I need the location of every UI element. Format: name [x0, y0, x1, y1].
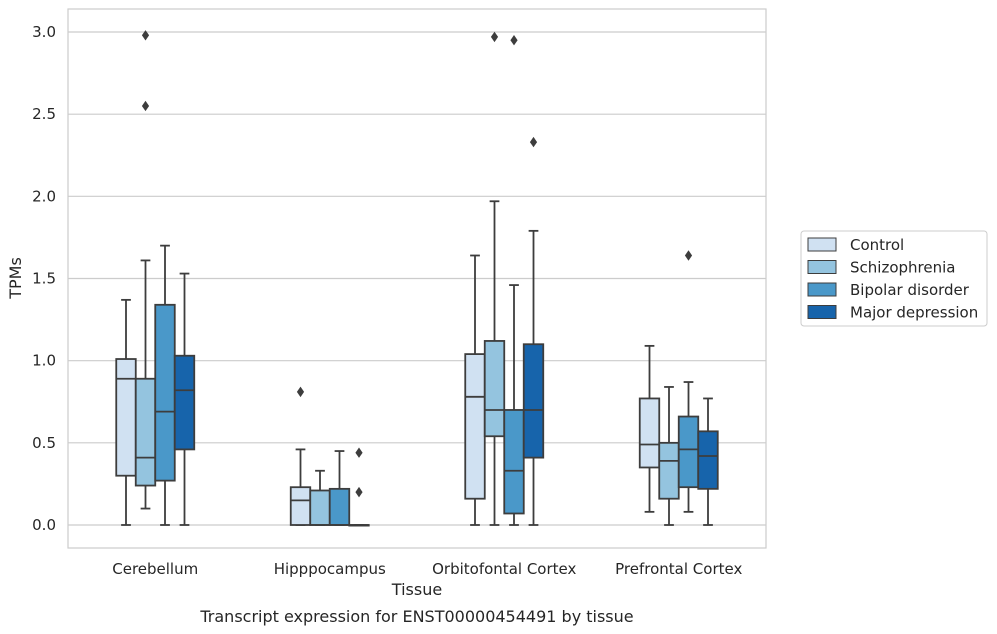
- box-body: [464, 353, 486, 500]
- box-body: [154, 303, 176, 482]
- x-tick-label: Prefrontal Cortex: [615, 560, 742, 578]
- box-body: [677, 415, 700, 489]
- box-control: [115, 298, 137, 526]
- x-tick-labels: Cerebellum Hipppocampus Orbitofontal Corte…: [112, 560, 742, 578]
- outlier-point: [141, 30, 150, 41]
- legend-swatch: [807, 237, 837, 252]
- box-body: [309, 489, 331, 526]
- outlier-point: [296, 386, 305, 398]
- box-schizophrenia: [134, 30, 157, 510]
- legend-label: Control: [850, 236, 904, 254]
- legend-swatch: [807, 305, 837, 319]
- box-schizophrenia: [309, 469, 331, 526]
- x-tick-label: Orbitofontal Cortex: [432, 560, 576, 578]
- box-bipolar-disorder: [154, 244, 176, 526]
- box-body: [658, 441, 680, 500]
- box-major-depression: [697, 397, 719, 526]
- box-body: [483, 340, 506, 438]
- plot-frame: [67, 8, 767, 549]
- box-control: [638, 344, 661, 513]
- legend-label: Major depression: [850, 304, 978, 322]
- y-tick-labels: 0.0 0.5 1.0 1.5 2.0 2.5 3.0: [32, 23, 56, 534]
- x-tick-label: Cerebellum: [112, 560, 198, 578]
- outlier-point: [141, 100, 150, 112]
- y-tick-label: 1.5: [32, 270, 56, 288]
- legend: Control Schizophrenia Bipolar disorder Majo…: [800, 230, 988, 327]
- y-tick-label: 1.0: [32, 352, 56, 370]
- outlier-point: [490, 31, 499, 43]
- outlier-point: [684, 250, 693, 261]
- box-control: [464, 254, 486, 526]
- box-body: [173, 354, 196, 451]
- y-tick-label: 0.0: [32, 516, 56, 534]
- y-axis-label: TPMs: [6, 257, 25, 300]
- box-major-depression: [173, 272, 196, 526]
- box-body: [289, 486, 312, 526]
- box-body: [638, 397, 661, 469]
- figure-caption: Transcript expression for ENST0000045449…: [199, 607, 633, 626]
- box-schizophrenia: [483, 31, 506, 526]
- outlier-point: [355, 447, 363, 458]
- box-schizophrenia: [658, 386, 680, 526]
- legend-label: Schizophrenia: [850, 259, 955, 277]
- box-control: [289, 386, 312, 526]
- y-tick-label: 3.0: [32, 23, 56, 41]
- box-body: [697, 430, 719, 490]
- box-body: [503, 409, 525, 515]
- legend-label: Bipolar disorder: [850, 281, 970, 299]
- y-tick-label: 0.5: [32, 434, 56, 452]
- legend-swatch: [807, 260, 837, 274]
- box-body: [115, 358, 137, 477]
- outlier-point: [355, 486, 363, 498]
- legend-frame: [800, 230, 988, 327]
- box-body: [328, 487, 351, 526]
- outlier-point: [529, 136, 538, 148]
- legend-swatch: [807, 282, 837, 297]
- outlier-point: [510, 35, 518, 46]
- box-bipolar-disorder: [503, 35, 525, 526]
- x-tick-label: Hipppocampus: [274, 560, 386, 578]
- boxes: [115, 30, 719, 527]
- box-major-depression: [348, 447, 370, 527]
- box-major-depression: [522, 136, 545, 526]
- box-body: [134, 377, 157, 487]
- y-tick-label: 2.5: [32, 105, 56, 123]
- box-bipolar-disorder: [677, 250, 700, 513]
- box-body: [522, 343, 545, 459]
- box-bipolar-disorder: [328, 450, 351, 526]
- x-axis-label: Tissue: [391, 580, 442, 599]
- y-tick-label: 2.0: [32, 187, 56, 205]
